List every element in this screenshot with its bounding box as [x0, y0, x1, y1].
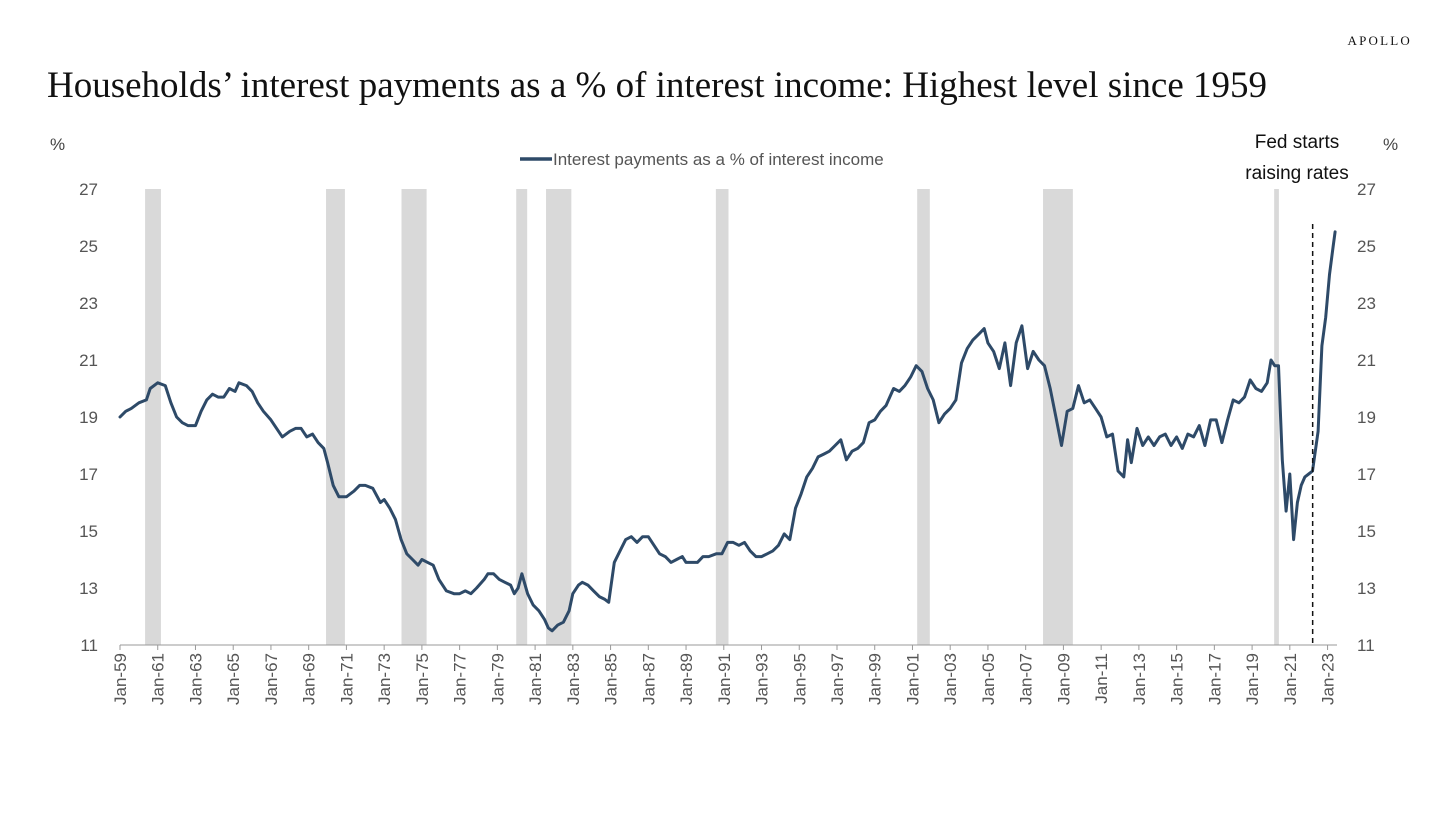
legend-label: Interest payments as a % of interest inc…	[553, 150, 884, 169]
x-tick-label: Jan-59	[111, 653, 130, 705]
x-tick-label: Jan-65	[224, 653, 243, 705]
x-tick-label: Jan-23	[1319, 653, 1338, 705]
x-tick-label: Jan-05	[979, 653, 998, 705]
x-tick-label: Jan-07	[1017, 653, 1036, 705]
annotation-label: raising rates	[1245, 163, 1349, 184]
x-tick-label: Jan-11	[1092, 653, 1111, 704]
y-tick-label-right: 27	[1357, 180, 1376, 199]
x-tick-label: Jan-87	[639, 653, 658, 705]
recession-band	[546, 189, 572, 645]
recession-band	[1274, 189, 1279, 645]
recession-band	[326, 189, 345, 645]
x-tick-label: Jan-13	[1130, 653, 1149, 705]
x-tick-label: Jan-61	[149, 653, 168, 705]
x-tick-label: Jan-95	[790, 653, 809, 705]
x-tick-label: Jan-91	[715, 653, 734, 705]
x-tick-label: Jan-89	[677, 653, 696, 705]
y-tick-label-right: 11	[1357, 636, 1375, 655]
recession-band	[715, 189, 729, 645]
y-tick-label-right: 17	[1357, 465, 1376, 484]
y-tick-label-left: 19	[79, 408, 98, 427]
y-tick-label-right: 13	[1357, 579, 1376, 598]
y-tick-label-left: 25	[79, 237, 98, 256]
x-tick-label: Jan-73	[375, 653, 394, 705]
y-tick-label-left: 23	[79, 294, 98, 313]
x-tick-label: Jan-01	[903, 653, 922, 705]
x-tick-label: Jan-77	[451, 653, 470, 705]
annotation-label: Fed starts	[1255, 132, 1339, 153]
recession-band	[401, 189, 427, 645]
series-line	[118, 230, 1337, 633]
y-tick-label-right: 15	[1357, 522, 1376, 541]
x-tick-label: Jan-19	[1243, 653, 1262, 705]
y-tick-label-left: 27	[79, 180, 98, 199]
x-tick-label: Jan-03	[941, 653, 960, 705]
x-tick-label: Jan-75	[413, 653, 432, 705]
y-tick-label-left: 11	[80, 636, 98, 655]
y-tick-label-left: 17	[79, 465, 98, 484]
x-tick-label: Jan-67	[262, 653, 281, 705]
x-tick-label: Jan-79	[488, 653, 507, 705]
x-tick-label: Jan-69	[300, 653, 319, 705]
y-tick-label-left: 21	[79, 351, 98, 370]
x-tick-label: Jan-97	[828, 653, 847, 705]
x-tick-label: Jan-15	[1168, 653, 1187, 705]
recession-band	[917, 189, 930, 645]
x-tick-label: Jan-21	[1281, 653, 1300, 705]
recession-band	[516, 189, 528, 645]
series-layer	[118, 230, 1337, 633]
x-tick-label: Jan-85	[602, 653, 621, 705]
right-axis-unit: %	[1383, 135, 1398, 154]
legend: Interest payments as a % of interest inc…	[520, 150, 884, 169]
brand-logo: APOLLO	[1347, 33, 1412, 48]
y-tick-label-right: 23	[1357, 294, 1376, 313]
x-tick-label: Jan-71	[337, 653, 356, 705]
y-tick-label-right: 21	[1357, 351, 1376, 370]
x-tick-label: Jan-81	[526, 653, 545, 705]
y-tick-label-right: 19	[1357, 408, 1376, 427]
y-tick-label-left: 13	[79, 579, 98, 598]
recession-shading-layer	[145, 189, 1279, 645]
x-tick-label: Jan-17	[1205, 653, 1224, 705]
x-tick-label: Jan-09	[1054, 653, 1073, 705]
y-tick-label-right: 25	[1357, 237, 1376, 256]
recession-band	[1043, 189, 1073, 645]
chart-title: Households’ interest payments as a % of …	[47, 65, 1268, 106]
x-tick-label: Jan-93	[753, 653, 772, 705]
x-tick-label: Jan-99	[866, 653, 885, 705]
annotation-layer: Fed starts raising rates	[1245, 132, 1349, 645]
x-tick-label: Jan-63	[186, 653, 205, 705]
y-tick-label-left: 15	[79, 522, 98, 541]
recession-band	[145, 189, 161, 645]
axes: 11 11 13 13 15 15 17 17 19 19 21 21 23 23 25 25 27 27 Jan-…	[79, 180, 1376, 705]
x-tick-label: Jan-83	[564, 653, 583, 705]
left-axis-unit: %	[50, 135, 65, 154]
